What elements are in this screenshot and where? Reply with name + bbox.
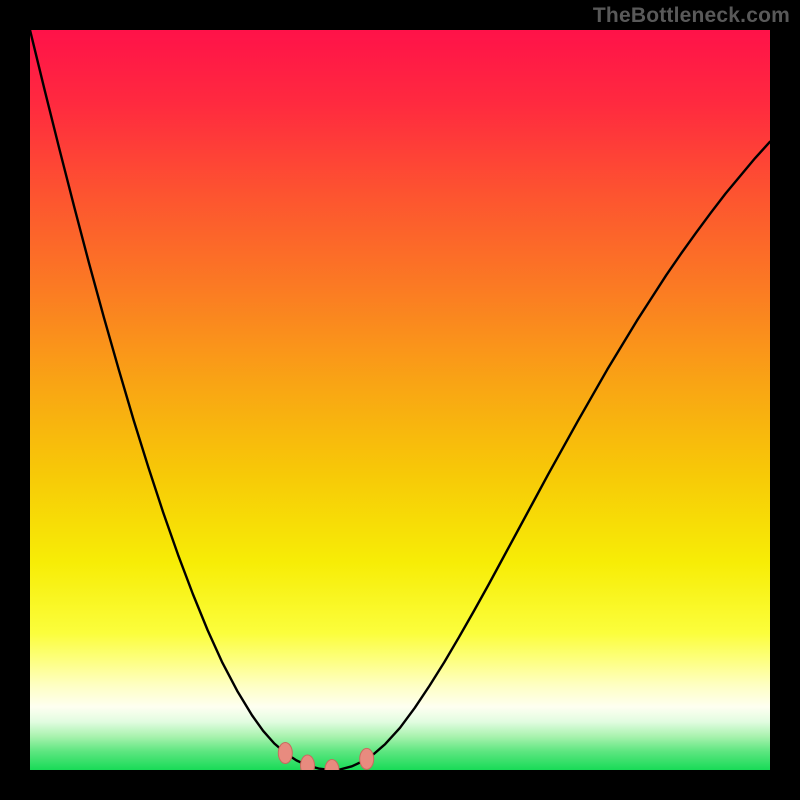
data-marker <box>301 755 315 770</box>
watermark-text: TheBottleneck.com <box>593 4 790 28</box>
chart-background <box>30 30 770 770</box>
data-marker <box>360 748 374 769</box>
chart-container: TheBottleneck.com <box>0 0 800 800</box>
plot-area <box>30 30 770 770</box>
chart-svg <box>30 30 770 770</box>
data-marker <box>278 742 292 763</box>
